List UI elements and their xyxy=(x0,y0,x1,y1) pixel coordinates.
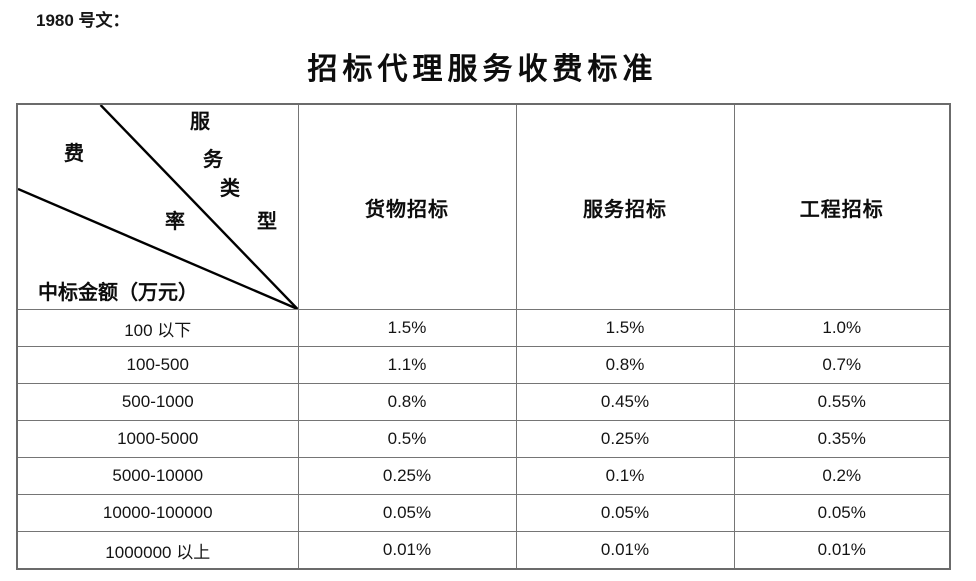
column-header-engineering: 工程招标 xyxy=(733,103,951,310)
fee-standard-table: 服 务 类 型 费 率 中标金额（万元） 货物招标 服务招标 工程招标 100 … xyxy=(16,103,951,570)
services-rate-cell: 0.1% xyxy=(515,457,735,495)
table-row: 100 以下 1.5% 1.5% 1.0% xyxy=(16,309,951,347)
table-row: 1000000 以上 0.01% 0.01% 0.01% xyxy=(16,531,951,570)
goods-rate-cell: 0.25% xyxy=(297,457,517,495)
page-title: 招标代理服务收费标准 xyxy=(307,53,658,86)
corner-header-cell: 服 务 类 型 费 率 中标金额（万元） xyxy=(16,103,299,310)
amount-range-cell: 1000-5000 xyxy=(16,420,299,458)
table-row: 5000-10000 0.25% 0.1% 0.2% xyxy=(16,457,951,495)
table-row: 10000-100000 0.05% 0.05% 0.05% xyxy=(16,494,951,532)
corner-service-type-char: 类 xyxy=(220,178,240,200)
amount-range-cell: 500-1000 xyxy=(16,383,299,421)
corner-service-type-char: 务 xyxy=(203,149,223,171)
goods-rate-cell: 0.5% xyxy=(297,420,517,458)
corner-service-type-char: 服 xyxy=(190,111,210,133)
amount-range-cell: 10000-100000 xyxy=(16,494,299,532)
engineering-rate-cell: 0.55% xyxy=(733,383,951,421)
goods-rate-cell: 1.5% xyxy=(297,309,517,347)
engineering-rate-cell: 0.01% xyxy=(733,531,951,570)
engineering-rate-cell: 0.35% xyxy=(733,420,951,458)
amount-range-cell: 1000000 以上 xyxy=(16,531,299,570)
corner-service-type-char: 型 xyxy=(257,211,277,233)
services-rate-cell: 0.05% xyxy=(515,494,735,532)
corner-rate-char: 率 xyxy=(165,211,185,233)
engineering-rate-cell: 0.7% xyxy=(733,346,951,384)
goods-rate-cell: 1.1% xyxy=(297,346,517,384)
corner-amount-label: 中标金额（万元） xyxy=(38,282,198,304)
goods-rate-cell: 0.05% xyxy=(297,494,517,532)
services-rate-cell: 0.45% xyxy=(515,383,735,421)
engineering-rate-cell: 1.0% xyxy=(733,309,951,347)
column-header-goods: 货物招标 xyxy=(297,103,517,310)
goods-rate-cell: 0.8% xyxy=(297,383,517,421)
services-rate-cell: 0.25% xyxy=(515,420,735,458)
header-row: 服 务 类 型 费 率 中标金额（万元） 货物招标 服务招标 工程招标 xyxy=(16,103,951,310)
amount-range-cell: 100-500 xyxy=(16,346,299,384)
corner-rate-char: 费 xyxy=(64,143,84,165)
services-rate-cell: 0.8% xyxy=(515,346,735,384)
diagonal-divider-lines-icon xyxy=(18,105,298,309)
goods-rate-cell: 0.01% xyxy=(297,531,517,570)
column-header-services: 服务招标 xyxy=(515,103,735,310)
document-ref-label: 1980 号文： xyxy=(36,11,130,30)
amount-range-cell: 100 以下 xyxy=(16,309,299,347)
engineering-rate-cell: 0.2% xyxy=(733,457,951,495)
engineering-rate-cell: 0.05% xyxy=(733,494,951,532)
table-row: 1000-5000 0.5% 0.25% 0.35% xyxy=(16,420,951,458)
table-row: 500-1000 0.8% 0.45% 0.55% xyxy=(16,383,951,421)
amount-range-cell: 5000-10000 xyxy=(16,457,299,495)
table-row: 100-500 1.1% 0.8% 0.7% xyxy=(16,346,951,384)
services-rate-cell: 1.5% xyxy=(515,309,735,347)
services-rate-cell: 0.01% xyxy=(515,531,735,570)
